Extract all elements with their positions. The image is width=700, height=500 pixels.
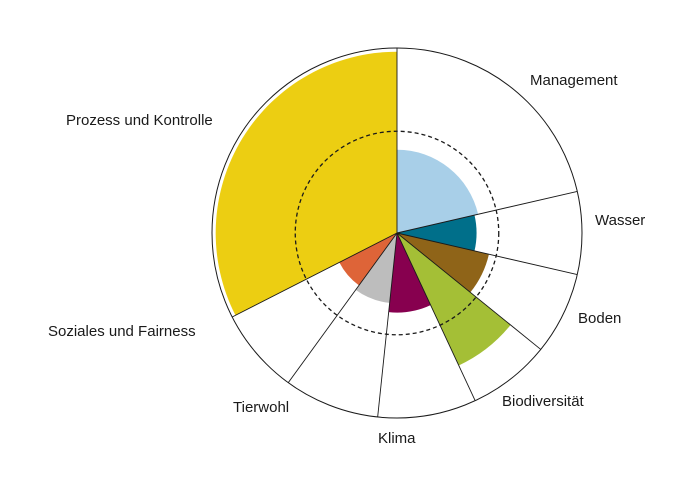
sector-divider xyxy=(287,232,398,383)
label-tierwohl: Tierwohl xyxy=(233,399,289,416)
label-biodiversitaet: Biodiversität xyxy=(502,393,585,410)
sector-divider xyxy=(396,190,578,234)
sector-klima xyxy=(388,233,431,313)
sector-fills xyxy=(215,51,511,366)
label-boden: Boden xyxy=(578,310,621,327)
reference-ring xyxy=(294,130,500,336)
sector-management xyxy=(397,149,479,233)
label-wasser: Wasser xyxy=(595,212,645,229)
sector-boden xyxy=(397,233,489,293)
sector-prozess-und-kontrolle xyxy=(215,51,397,316)
sector-wasser xyxy=(397,215,477,251)
sector-divider xyxy=(396,232,476,401)
sector-biodiversitaet xyxy=(397,233,511,366)
outer-ring xyxy=(211,47,583,419)
label-soziales-und-fairness: Soziales und Fairness xyxy=(48,323,196,340)
sector-divider xyxy=(377,232,398,418)
label-klima: Klima xyxy=(378,430,416,447)
label-prozess-und-kontrolle: Prozess und Kontrolle xyxy=(66,112,213,129)
category-labels: Management Wasser Boden Biodiversität Kl… xyxy=(48,72,645,447)
sector-divider xyxy=(231,232,398,318)
sector-divider xyxy=(396,232,542,350)
label-management: Management xyxy=(530,72,618,89)
sector-dividers xyxy=(231,48,578,418)
sector-soziales-und-fairness xyxy=(339,233,397,286)
sector-tierwohl xyxy=(355,233,397,303)
sector-divider xyxy=(396,232,578,276)
